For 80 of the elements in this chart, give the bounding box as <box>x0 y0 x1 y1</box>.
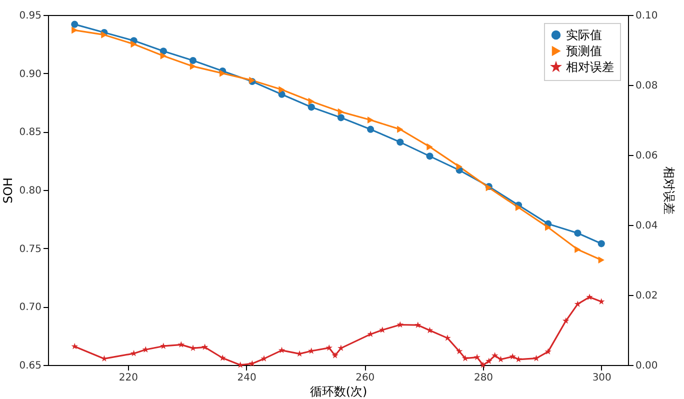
point <box>71 342 78 350</box>
point <box>456 348 463 354</box>
point <box>574 300 582 307</box>
x-axis-title: 循环数(次) <box>310 384 368 398</box>
point <box>178 341 185 348</box>
point <box>586 294 593 300</box>
point <box>260 355 268 362</box>
point <box>515 204 522 212</box>
point <box>71 20 78 28</box>
point <box>367 126 374 133</box>
point <box>562 317 570 324</box>
point <box>248 360 256 366</box>
point <box>130 40 137 48</box>
y-tick-label: 0.85 <box>19 127 42 138</box>
point <box>598 256 604 264</box>
y2-tick-label: 0.04 <box>636 220 658 232</box>
point <box>190 344 196 352</box>
point <box>509 353 516 360</box>
legend-label: 实际值 <box>566 28 602 42</box>
point <box>308 98 314 105</box>
point <box>598 298 605 305</box>
point <box>491 352 498 358</box>
y-tick-label: 0.95 <box>19 10 42 22</box>
point <box>574 246 581 254</box>
point <box>574 230 582 237</box>
y-tick-label: 0.70 <box>19 302 42 314</box>
point <box>160 48 167 55</box>
point <box>515 356 522 362</box>
point <box>426 152 434 160</box>
point <box>219 354 226 361</box>
y-axis-title: SOH <box>1 177 16 204</box>
y2-tick-label: 0.02 <box>636 290 658 302</box>
point <box>444 334 451 341</box>
x-tick-label: 300 <box>592 372 612 384</box>
point <box>397 126 404 133</box>
point <box>308 104 315 111</box>
y2-tick-label: 0.06 <box>636 150 658 162</box>
point <box>189 56 197 64</box>
point <box>101 31 108 38</box>
point <box>332 352 338 358</box>
point <box>337 114 344 122</box>
x-tick-label: 220 <box>118 372 138 384</box>
point <box>396 138 404 146</box>
point <box>72 26 78 34</box>
point <box>396 321 404 328</box>
y-tick-label: 0.65 <box>19 360 42 372</box>
point <box>190 62 196 70</box>
point <box>545 224 552 231</box>
point <box>414 322 422 328</box>
y2-tick-label: 0.10 <box>636 10 658 22</box>
point <box>426 143 433 150</box>
point <box>278 346 286 354</box>
point <box>480 361 486 368</box>
y2-tick-label: 0.00 <box>636 360 658 372</box>
point <box>456 163 462 170</box>
point <box>367 330 374 338</box>
point <box>278 86 285 94</box>
point <box>598 240 605 248</box>
point <box>367 116 374 124</box>
point <box>544 348 552 355</box>
point <box>220 70 226 77</box>
y2-axis-title: 相对误差 <box>662 166 676 214</box>
point <box>160 52 166 60</box>
x-tick-label: 280 <box>474 372 494 384</box>
y-tick-label: 0.90 <box>19 68 42 80</box>
point <box>338 108 344 116</box>
point <box>338 344 344 352</box>
x-tick-label: 240 <box>237 372 256 384</box>
y-tick-label: 0.75 <box>19 244 42 255</box>
point <box>486 358 492 364</box>
y-tick-label: 0.80 <box>19 186 42 196</box>
x-tick-label: 260 <box>356 372 375 384</box>
y2-tick-label: 0.08 <box>636 80 658 92</box>
point <box>326 344 332 351</box>
point <box>474 354 480 360</box>
point <box>308 347 315 354</box>
legend-label: 相对误差 <box>566 60 614 74</box>
point <box>160 342 167 349</box>
legend-label: 预测值 <box>566 44 602 58</box>
point <box>201 344 208 350</box>
